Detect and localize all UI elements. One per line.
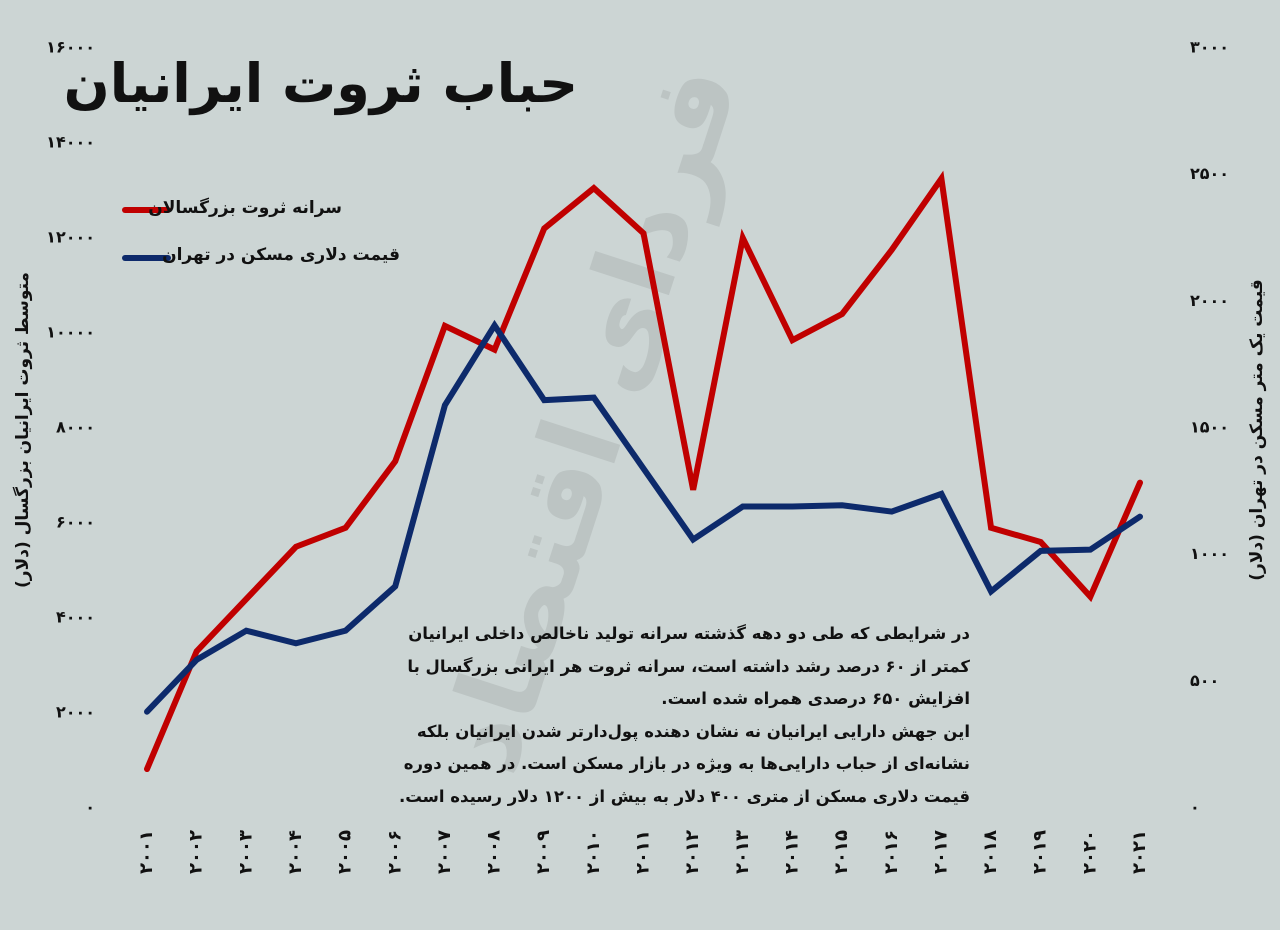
y-tick-label: ۱۰۰۰۰ [46, 323, 95, 342]
y-tick-label: ۱۶۰۰۰ [46, 38, 95, 57]
x-tick-label: ۲۰۰۳ [235, 830, 256, 874]
annotation-line: قیمت دلاری مسکن از متری ۴۰۰ دلار به بیش … [398, 786, 970, 806]
chart-title: حباب ثروت ایرانیان [63, 52, 578, 115]
x-tick-label: ۲۰۱۷ [930, 830, 951, 874]
x-tick-label: ۲۰۱۸ [980, 830, 1001, 874]
y-tick-label: ۶۰۰۰ [56, 513, 95, 532]
y2-tick-label: ۳۰۰۰ [1190, 38, 1229, 57]
x-tick-label: ۲۰۱۱ [633, 830, 654, 874]
legend-label: سرانه ثروت بزرگسالان [148, 198, 342, 218]
y-tick-label: ۱۲۰۰۰ [46, 228, 95, 247]
annotation-line: در شرایطی که طی دو دهه گذشته سرانه تولید… [408, 624, 970, 643]
y2-tick-label: ۰ [1190, 798, 1200, 817]
x-tick-label: ۲۰۱۹ [1030, 830, 1051, 874]
x-tick-label: ۲۰۲۱ [1129, 830, 1150, 874]
y2-axis-label: قیمت یک متر مسکن در تهران (دلار) [1247, 279, 1267, 581]
x-tick-label: ۲۰۰۵ [335, 830, 356, 874]
y2-tick-label: ۲۰۰۰ [1190, 291, 1229, 310]
y2-tick-label: ۱۰۰۰ [1190, 544, 1229, 563]
y2-tick-label: ۲۵۰۰ [1190, 164, 1229, 183]
data-line [144, 170, 1143, 773]
x-tick-label: ۲۰۰۴ [285, 830, 306, 874]
y-tick-label: ۲۰۰۰ [56, 703, 95, 722]
y-tick-label: ۰ [85, 798, 95, 817]
y2-tick-label: ۱۵۰۰ [1190, 418, 1229, 437]
x-tick-label: ۲۰۱۰ [583, 830, 604, 874]
legend-label: قیمت دلاری مسکن در تهران [162, 245, 400, 265]
x-tick-label: ۲۰۰۸ [484, 830, 505, 874]
annotation-line: افزایش ۶۵۰ درصدی همراه شده است. [661, 689, 970, 708]
x-tick-label: ۲۰۰۲ [186, 830, 207, 874]
y-axis-label: متوسط ثروت ایرانیان بزرگسال (دلار) [12, 272, 33, 588]
x-tick-label: ۲۰۰۷ [434, 830, 455, 874]
annotation-line: کمتر از ۶۰ درصد رشد داشته است، سرانه ثرو… [407, 656, 970, 676]
y-tick-label: ۱۴۰۰۰ [46, 133, 95, 152]
x-tick-label: ۲۰۰۶ [384, 830, 405, 874]
x-tick-label: ۲۰۱۲ [682, 830, 703, 874]
annotation: در شرایطی که طی دو دهه گذشته سرانه تولید… [399, 618, 970, 813]
x-tick-label: ۲۰۲۰ [1079, 830, 1100, 874]
data-line [144, 319, 1143, 715]
y-tick-label: ۴۰۰۰ [56, 608, 95, 627]
x-tick-label: ۲۰۰۱ [136, 830, 157, 874]
x-tick-label: ۲۰۰۹ [533, 830, 554, 874]
y2-tick-label: ۵۰۰ [1190, 671, 1219, 690]
x-tick-label: ۲۰۱۴ [781, 830, 802, 874]
x-tick-label: ۲۰۱۵ [831, 830, 852, 874]
x-tick-label: ۲۰۱۳ [732, 830, 753, 874]
x-tick-label: ۲۰۱۶ [881, 830, 902, 874]
annotation-line: نشانه‌ای از حباب دارایی‌ها به ویژه در با… [403, 754, 970, 773]
y-tick-label: ۸۰۰۰ [56, 418, 95, 437]
annotation-line: این جهش دارایی ایرانیان نه نشان دهنده پو… [416, 721, 970, 741]
